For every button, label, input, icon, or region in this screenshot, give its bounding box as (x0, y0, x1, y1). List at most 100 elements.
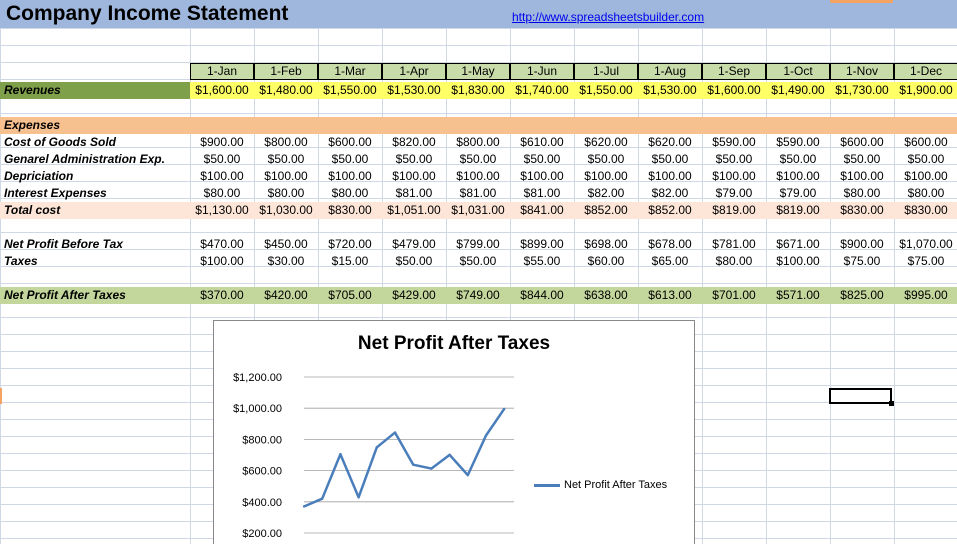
month-header-cell[interactable]: 1-Jul (574, 63, 638, 80)
data-point[interactable] (448, 453, 451, 457)
value-cell[interactable]: $50.00 (651, 152, 689, 166)
month-header-cell[interactable]: 1-Nov (830, 63, 894, 80)
value-cell[interactable]: $50.00 (843, 152, 881, 166)
data-point[interactable] (357, 496, 360, 499)
value-cell[interactable]: $80.00 (907, 186, 945, 200)
value-cell[interactable]: $1,550.00 (323, 83, 377, 97)
value-cell[interactable]: $79.00 (715, 186, 753, 200)
value-cell[interactable]: $600.00 (328, 135, 372, 149)
value-cell[interactable]: $1,830.00 (451, 83, 505, 97)
value-cell[interactable]: $830.00 (328, 203, 372, 217)
value-cell[interactable]: $600.00 (840, 135, 884, 149)
value-cell[interactable]: $81.00 (395, 186, 433, 200)
value-cell[interactable]: $1,530.00 (387, 83, 441, 97)
value-cell[interactable]: $50.00 (779, 152, 817, 166)
value-cell[interactable]: $80.00 (715, 254, 753, 268)
value-cell[interactable]: $15.00 (331, 254, 369, 268)
value-cell[interactable]: $844.00 (520, 288, 564, 302)
value-cell[interactable]: $852.00 (584, 203, 628, 217)
value-cell[interactable]: $470.00 (200, 237, 244, 251)
month-header-cell[interactable]: 1-May (446, 63, 510, 80)
row-label[interactable]: Total cost (4, 203, 61, 217)
month-header-cell[interactable]: 1-Jan (190, 63, 254, 80)
value-cell[interactable]: $1,600.00 (195, 83, 249, 97)
month-header-cell[interactable]: 1-Apr (382, 63, 446, 80)
value-cell[interactable]: $80.00 (203, 186, 241, 200)
series-line[interactable] (303, 408, 506, 508)
row-label[interactable]: Revenues (4, 83, 61, 97)
value-cell[interactable]: $100.00 (840, 169, 884, 183)
value-cell[interactable]: $705.00 (328, 288, 372, 302)
value-cell[interactable]: $50.00 (459, 152, 497, 166)
value-cell[interactable]: $100.00 (648, 169, 692, 183)
value-cell[interactable]: $781.00 (712, 237, 756, 251)
value-cell[interactable]: $100.00 (392, 169, 436, 183)
value-cell[interactable]: $610.00 (520, 135, 564, 149)
value-cell[interactable]: $678.00 (648, 237, 692, 251)
value-cell[interactable]: $50.00 (523, 152, 561, 166)
value-cell[interactable]: $100.00 (520, 169, 564, 183)
month-header-cell[interactable]: 1-Mar (318, 63, 382, 80)
value-cell[interactable]: $80.00 (843, 186, 881, 200)
value-cell[interactable]: $701.00 (712, 288, 756, 302)
month-header-cell[interactable]: 1-Dec (894, 63, 957, 80)
data-point[interactable] (302, 505, 306, 508)
month-header-cell[interactable]: 1-Jun (510, 63, 574, 80)
value-cell[interactable]: $830.00 (904, 203, 948, 217)
month-header-cell[interactable]: 1-Aug (638, 63, 702, 80)
value-cell[interactable]: $50.00 (459, 254, 497, 268)
value-cell[interactable]: $80.00 (331, 186, 369, 200)
value-cell[interactable]: $65.00 (651, 254, 689, 268)
value-cell[interactable]: $82.00 (651, 186, 689, 200)
value-cell[interactable]: $900.00 (200, 135, 244, 149)
value-cell[interactable]: $75.00 (843, 254, 881, 268)
value-cell[interactable]: $55.00 (523, 254, 561, 268)
value-cell[interactable]: $613.00 (648, 288, 692, 302)
value-cell[interactable]: $100.00 (584, 169, 628, 183)
value-cell[interactable]: $600.00 (904, 135, 948, 149)
value-cell[interactable]: $60.00 (587, 254, 625, 268)
value-cell[interactable]: $370.00 (200, 288, 244, 302)
value-cell[interactable]: $100.00 (328, 169, 372, 183)
value-cell[interactable]: $620.00 (584, 135, 628, 149)
value-cell[interactable]: $590.00 (776, 135, 820, 149)
value-cell[interactable]: $820.00 (392, 135, 436, 149)
value-cell[interactable]: $50.00 (267, 152, 305, 166)
value-cell[interactable]: $50.00 (203, 152, 241, 166)
value-cell[interactable]: $800.00 (264, 135, 308, 149)
value-cell[interactable]: $1,550.00 (579, 83, 633, 97)
value-cell[interactable]: $749.00 (456, 288, 500, 302)
value-cell[interactable]: $50.00 (331, 152, 369, 166)
value-cell[interactable]: $50.00 (395, 152, 433, 166)
value-cell[interactable]: $1,740.00 (515, 83, 569, 97)
value-cell[interactable]: $479.00 (392, 237, 436, 251)
value-cell[interactable]: $100.00 (776, 169, 820, 183)
value-cell[interactable]: $100.00 (264, 169, 308, 183)
value-cell[interactable]: $81.00 (459, 186, 497, 200)
row-label[interactable]: Interest Expenses (4, 186, 107, 200)
value-cell[interactable]: $799.00 (456, 237, 500, 251)
data-point[interactable] (412, 463, 415, 466)
value-cell[interactable]: $899.00 (520, 237, 564, 251)
row-label[interactable]: Genarel Administration Exp. (4, 152, 165, 166)
data-point[interactable] (339, 453, 342, 456)
value-cell[interactable]: $50.00 (907, 152, 945, 166)
value-cell[interactable]: $1,730.00 (835, 83, 889, 97)
row-label[interactable]: Cost of Goods Sold (4, 135, 116, 149)
value-cell[interactable]: $50.00 (395, 254, 433, 268)
data-point[interactable] (430, 467, 433, 470)
value-cell[interactable]: $82.00 (587, 186, 625, 200)
value-cell[interactable]: $720.00 (328, 237, 372, 251)
data-point[interactable] (375, 446, 378, 449)
value-cell[interactable]: $1,900.00 (899, 83, 953, 97)
row-label[interactable]: Net Profit After Taxes (4, 288, 126, 302)
value-cell[interactable]: $1,030.00 (259, 203, 313, 217)
value-cell[interactable]: $1,600.00 (707, 83, 761, 97)
data-point[interactable] (484, 434, 488, 437)
row-label[interactable]: Depriciation (4, 169, 74, 183)
value-cell[interactable]: $80.00 (267, 186, 305, 200)
value-cell[interactable]: $420.00 (264, 288, 308, 302)
month-header-cell[interactable]: 1-Oct (766, 63, 830, 80)
data-point[interactable] (466, 473, 469, 477)
